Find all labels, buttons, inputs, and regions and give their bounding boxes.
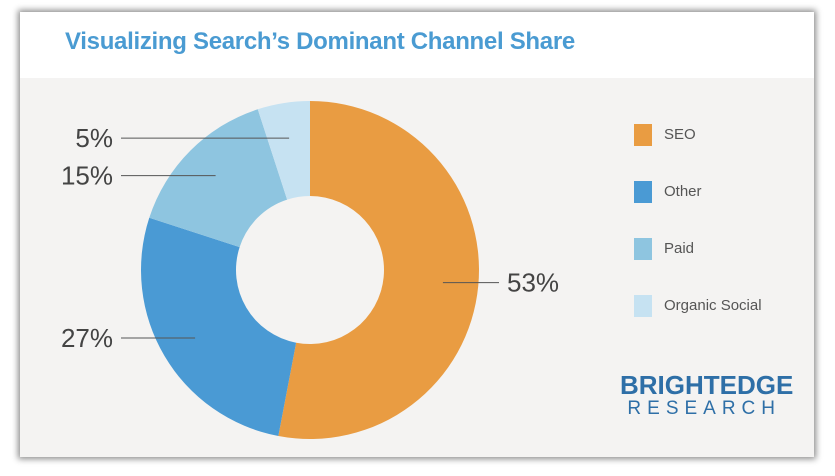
donut-slice-other [141,217,297,437]
chart-title: Visualizing Search’s Dominant Channel Sh… [65,28,575,55]
legend-swatch [634,124,652,146]
chart-card: Visualizing Search’s Dominant Channel Sh… [20,12,814,457]
brightedge-logo: BRIGHTEDGE RESEARCH [620,370,794,420]
donut-slice-paid [149,109,288,248]
donut-slice-seo [278,101,480,440]
legend-swatch [634,295,652,317]
legend-label: SEO [664,126,696,143]
brand-sub: RESEARCH [627,398,781,419]
data-label-paid: 15% [61,161,113,191]
legend-swatch [634,238,652,260]
donut-chart: 53% 27% 15% 5% [61,101,559,440]
legend-swatch [634,181,652,203]
data-label-other: 27% [61,323,113,353]
legend-label: Other [664,183,702,200]
donut-slice-organic-social [257,101,310,200]
brand-name: BRIGHTEDGE [620,370,794,400]
data-label-seo: 53% [507,268,559,298]
chart-header: Visualizing Search’s Dominant Channel Sh… [20,12,814,78]
legend-label: Paid [664,240,695,257]
data-label-organic-social: 5% [75,123,113,153]
legend-label: Organic Social [664,297,762,314]
